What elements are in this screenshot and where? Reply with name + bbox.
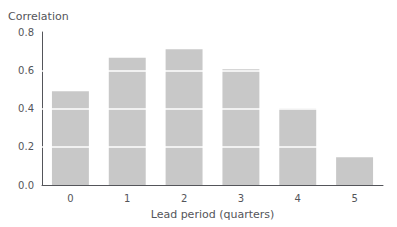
- svg-text:0.4: 0.4: [18, 103, 34, 114]
- svg-text:5: 5: [351, 193, 357, 204]
- svg-text:0.6: 0.6: [18, 65, 34, 76]
- svg-text:Correlation: Correlation: [8, 10, 69, 23]
- svg-text:Lead period (quarters): Lead period (quarters): [151, 208, 275, 221]
- svg-text:0: 0: [67, 193, 73, 204]
- svg-text:0.0: 0.0: [18, 180, 34, 191]
- svg-text:2: 2: [181, 193, 187, 204]
- svg-text:0.2: 0.2: [18, 141, 34, 152]
- svg-text:1: 1: [124, 193, 130, 204]
- svg-text:0.8: 0.8: [18, 27, 34, 38]
- svg-text:4: 4: [295, 193, 301, 204]
- svg-text:3: 3: [238, 193, 244, 204]
